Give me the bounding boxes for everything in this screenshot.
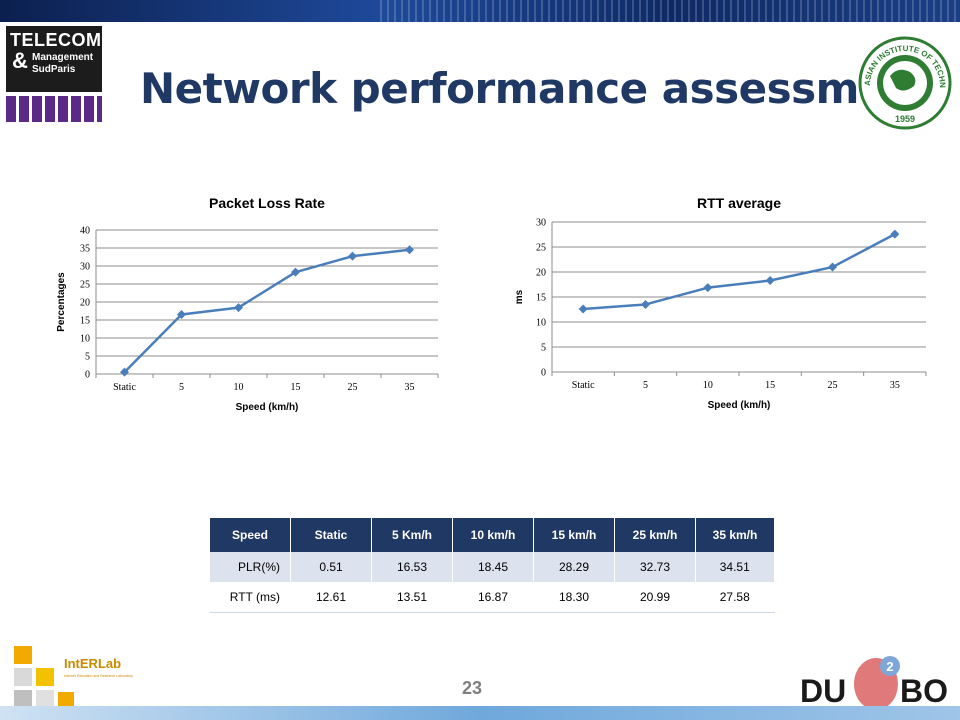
table-cell: 0.51: [290, 552, 372, 582]
telecom-logo-box: TELECOM & Management SudParis: [6, 26, 102, 92]
y-tick-label: 40: [80, 226, 90, 237]
x-tick-label: 5: [179, 382, 184, 393]
table-cell: 13.51: [371, 582, 453, 613]
table-cell: 18.30: [533, 582, 615, 613]
telecom-logo: TELECOM & Management SudParis: [6, 26, 102, 124]
bottom-band: [0, 706, 960, 720]
y-tick-label: 30: [80, 262, 90, 273]
table-cell: 20.99: [614, 582, 696, 613]
packet-loss-chart: Packet Loss Rate 0 5 10 15 20 25 30 35 40 Static 5 1…: [56, 195, 439, 413]
results-table: Speed Static 5 Km/h 10 km/h 15 km/h 25 k…: [210, 518, 775, 613]
top-banner: [0, 0, 960, 22]
data-point: [348, 251, 357, 261]
data-point: [828, 262, 837, 272]
y-tick-label: 30: [536, 218, 546, 229]
y-tick-label: 5: [541, 343, 546, 354]
data-point: [405, 245, 414, 255]
x-axis-label: Speed (km/h): [708, 400, 771, 411]
y-tick-label: 20: [80, 298, 90, 309]
x-tick-label: 35: [890, 380, 900, 391]
x-tick-label: Static: [113, 382, 136, 393]
telecom-logo-line3: SudParis: [32, 64, 76, 75]
data-point: [234, 303, 243, 313]
x-axis-label: Speed (km/h): [236, 402, 299, 413]
interlab-logo-subtitle: Internet Education and Research Laborato…: [64, 674, 133, 678]
interlab-logo: IntERLab Internet Education and Research…: [14, 646, 133, 708]
table-cell: 18.45: [452, 552, 534, 582]
y-axis-label: ms: [514, 289, 525, 304]
telecom-logo-glyphs: [6, 96, 102, 122]
telecom-logo-line2: Management: [32, 52, 94, 63]
table-header-cell: Speed: [210, 518, 291, 552]
page-number: 23: [462, 678, 483, 698]
banner-stripes: [380, 0, 960, 22]
y-tick-label: 25: [80, 280, 90, 291]
data-point: [765, 276, 775, 285]
ait-logo: ASIAN INSTITUTE OF TECHNOLOGY 1959: [856, 36, 952, 130]
table-cell: 34.51: [695, 552, 775, 582]
table-header-row: Speed Static 5 Km/h 10 km/h 15 km/h 25 k…: [210, 518, 774, 552]
y-tick-label: 0: [541, 368, 546, 379]
y-axis-label: Percentages: [56, 272, 67, 332]
table-header-cell: 5 Km/h: [371, 518, 453, 552]
y-tick-label: 35: [80, 244, 90, 255]
table-cell: 16.87: [452, 582, 534, 613]
y-tick-label: 0: [85, 370, 90, 381]
dumbo-logo-left: DU: [800, 673, 846, 709]
series-line: [123, 248, 410, 374]
table-header-cell: 10 km/h: [452, 518, 534, 552]
x-tick-label: 15: [291, 382, 301, 393]
telecom-logo-line1: TELECOM: [10, 30, 102, 50]
y-tick-label: 20: [536, 268, 546, 279]
x-tick-label: 25: [828, 380, 838, 391]
data-point: [641, 299, 650, 309]
x-tick-label: 10: [234, 382, 244, 393]
data-point: [703, 283, 713, 293]
data-point: [578, 304, 588, 314]
x-tick-label: 35: [405, 382, 415, 393]
table-cell: 27.58: [695, 582, 775, 613]
chart-title: Packet Loss Rate: [209, 195, 325, 211]
page-title: Network performance assessment: [140, 64, 936, 113]
y-tick-label: 10: [80, 334, 90, 345]
y-tick-label: 15: [536, 293, 546, 304]
rtt-chart: RTT average 0 5 10 15 20 25 30 Static 5 10 15 25 35 Sp…: [514, 195, 927, 411]
telecom-logo-amp: &: [12, 48, 28, 73]
table-header-cell: 25 km/h: [614, 518, 696, 552]
table-row: PLR(%) 0.51 16.53 18.45 28.29 32.73 34.5…: [210, 552, 775, 582]
table-row: RTT (ms) 12.61 13.51 16.87 18.30 20.99 2…: [210, 582, 775, 613]
data-point: [291, 267, 300, 277]
dumbo-logo: 2 DU BO: [800, 656, 948, 710]
table-row-label: PLR(%): [210, 552, 291, 582]
interlab-logo-name: IntERLab: [64, 656, 121, 671]
x-tick-label: 10: [703, 380, 713, 391]
x-tick-label: 15: [765, 380, 775, 391]
y-tick-label: 5: [85, 352, 90, 363]
y-tick-label: 25: [536, 243, 546, 254]
chart-title: RTT average: [697, 195, 781, 211]
table-cell: 16.53: [371, 552, 453, 582]
table-cell: 28.29: [533, 552, 615, 582]
table-cell: 12.61: [290, 582, 372, 613]
x-tick-label: 25: [348, 382, 358, 393]
y-tick-label: 10: [536, 318, 546, 329]
ait-logo-year: 1959: [895, 114, 915, 124]
data-point: [890, 229, 900, 239]
table-cell: 32.73: [614, 552, 696, 582]
x-tick-label: 5: [643, 380, 648, 391]
data-point: [120, 367, 129, 377]
table-header-cell: 35 km/h: [695, 518, 774, 552]
dumbo-logo-badge: 2: [886, 659, 893, 674]
y-tick-label: 15: [80, 316, 90, 327]
series-line: [583, 232, 896, 311]
table-header-cell: Static: [290, 518, 372, 552]
table-header-cell: 15 km/h: [533, 518, 615, 552]
data-point: [177, 309, 186, 319]
dumbo-logo-right: BO: [900, 673, 948, 709]
table-row-label: RTT (ms): [210, 582, 291, 613]
x-tick-label: Static: [572, 380, 595, 391]
